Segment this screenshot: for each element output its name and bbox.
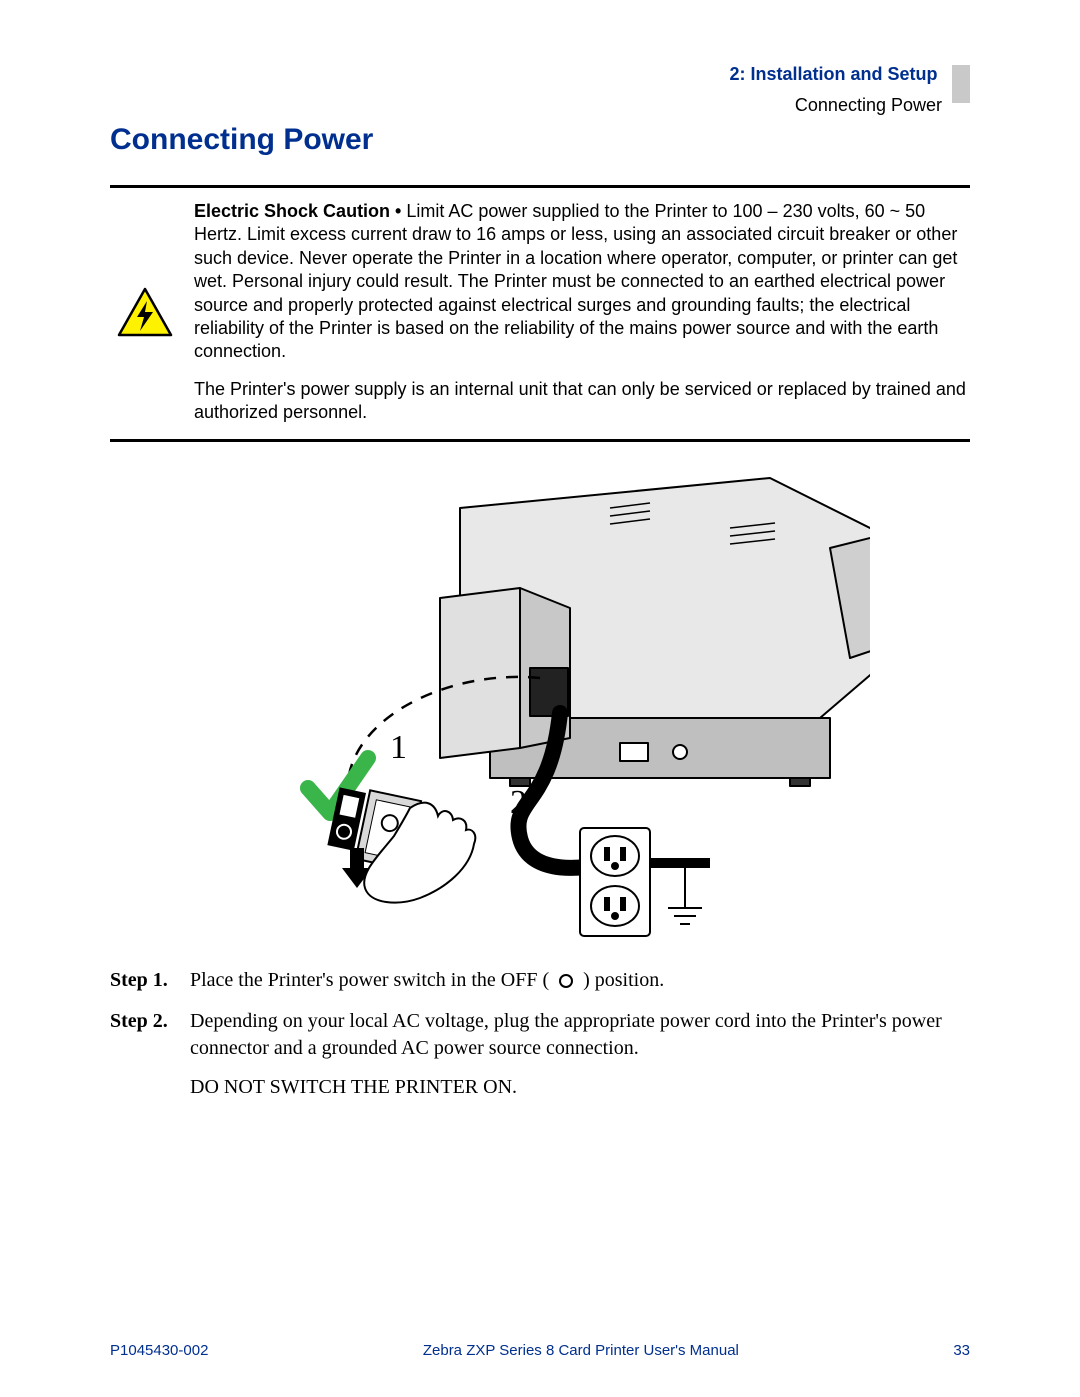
step-row: Step 2. Depending on your local AC volta…: [110, 1008, 970, 1062]
do-not-switch-warning: DO NOT SWITCH THE PRINTER ON.: [110, 1076, 970, 1099]
footer-docnum: P1045430-002: [110, 1342, 208, 1359]
caution-block: Electric Shock Caution • Limit AC power …: [110, 185, 970, 442]
caution-lead: Electric Shock Caution •: [194, 201, 406, 221]
step-1-body: Place the Printer's power switch in the …: [190, 967, 970, 994]
page-title: Connecting Power: [110, 123, 970, 157]
chapter-label: 2: Installation and Setup: [730, 64, 938, 85]
step-label-1: Step 1.: [110, 967, 190, 994]
step-2-body: Depending on your local AC voltage, plug…: [190, 1008, 970, 1062]
step-label-2: Step 2.: [110, 1008, 190, 1062]
footer-title: Zebra ZXP Series 8 Card Printer User's M…: [208, 1342, 953, 1359]
footer-pagenum: 33: [953, 1342, 970, 1359]
manual-page: 2: Installation and Setup Connecting Pow…: [0, 0, 1080, 1397]
off-symbol-icon: [559, 974, 573, 988]
caution-para1: Limit AC power supplied to the Printer t…: [194, 201, 957, 361]
callout-1: 1: [390, 729, 407, 766]
section-label: Connecting Power: [730, 95, 970, 116]
printer-power-figure: 1: [110, 468, 970, 943]
thumb-tab: [952, 65, 970, 103]
caution-text: Electric Shock Caution • Limit AC power …: [180, 200, 970, 425]
step-1-before: Place the Printer's power switch in the …: [190, 969, 549, 991]
page-header: 2: Installation and Setup Connecting Pow…: [730, 55, 970, 116]
electric-shock-caution-icon: [110, 287, 180, 337]
steps-list: Step 1. Place the Printer's power switch…: [110, 967, 970, 1062]
page-footer: P1045430-002 Zebra ZXP Series 8 Card Pri…: [110, 1342, 970, 1359]
caution-para2: The Printer's power supply is an interna…: [194, 378, 970, 425]
step-1-after: ) position.: [583, 969, 664, 991]
callout-2: 2: [510, 784, 527, 821]
step-row: Step 1. Place the Printer's power switch…: [110, 967, 970, 994]
